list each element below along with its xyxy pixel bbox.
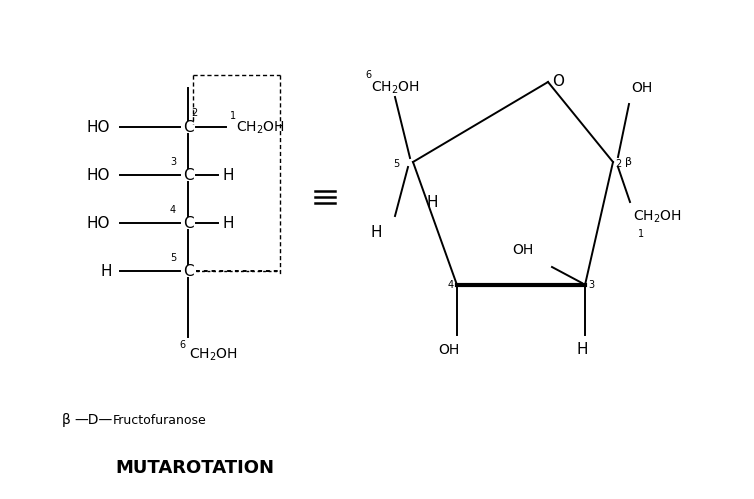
- Text: 6: 6: [180, 340, 186, 350]
- Text: OH: OH: [631, 81, 652, 95]
- Text: β: β: [62, 413, 71, 427]
- Text: Fructofuranose: Fructofuranose: [113, 414, 207, 427]
- Text: HO: HO: [87, 119, 110, 135]
- Text: C: C: [182, 263, 193, 278]
- Text: H: H: [427, 195, 439, 210]
- Text: 6: 6: [365, 70, 371, 80]
- Text: —D—: —D—: [74, 413, 112, 427]
- Text: CH$_2$OH: CH$_2$OH: [236, 120, 285, 136]
- Text: CH$_2$OH: CH$_2$OH: [189, 347, 238, 363]
- Text: O: O: [552, 73, 564, 88]
- Text: CH$_2$OH: CH$_2$OH: [371, 80, 420, 96]
- Text: 3: 3: [588, 280, 594, 290]
- Text: C: C: [182, 119, 193, 135]
- Text: MUTAROTATION: MUTAROTATION: [115, 459, 274, 477]
- Text: 3: 3: [170, 157, 176, 167]
- Text: 4: 4: [170, 205, 176, 215]
- Text: 5: 5: [170, 253, 176, 263]
- Text: 1: 1: [230, 111, 236, 121]
- Text: HO: HO: [87, 168, 110, 183]
- Text: CH$_2$OH: CH$_2$OH: [633, 209, 682, 225]
- Text: 2: 2: [191, 108, 198, 118]
- Text: OH: OH: [438, 343, 460, 357]
- Text: H: H: [371, 225, 382, 240]
- Text: 5: 5: [393, 159, 399, 169]
- Text: 2: 2: [615, 159, 621, 169]
- Text: OH: OH: [512, 243, 533, 257]
- Text: H: H: [100, 263, 112, 278]
- Text: H: H: [576, 342, 588, 357]
- Text: β: β: [625, 157, 632, 167]
- Text: C: C: [182, 216, 193, 231]
- Text: 1: 1: [638, 229, 644, 239]
- Text: 4: 4: [448, 280, 454, 290]
- Text: H: H: [222, 168, 234, 183]
- Text: H: H: [222, 216, 234, 231]
- Text: C: C: [182, 168, 193, 183]
- Text: HO: HO: [87, 216, 110, 231]
